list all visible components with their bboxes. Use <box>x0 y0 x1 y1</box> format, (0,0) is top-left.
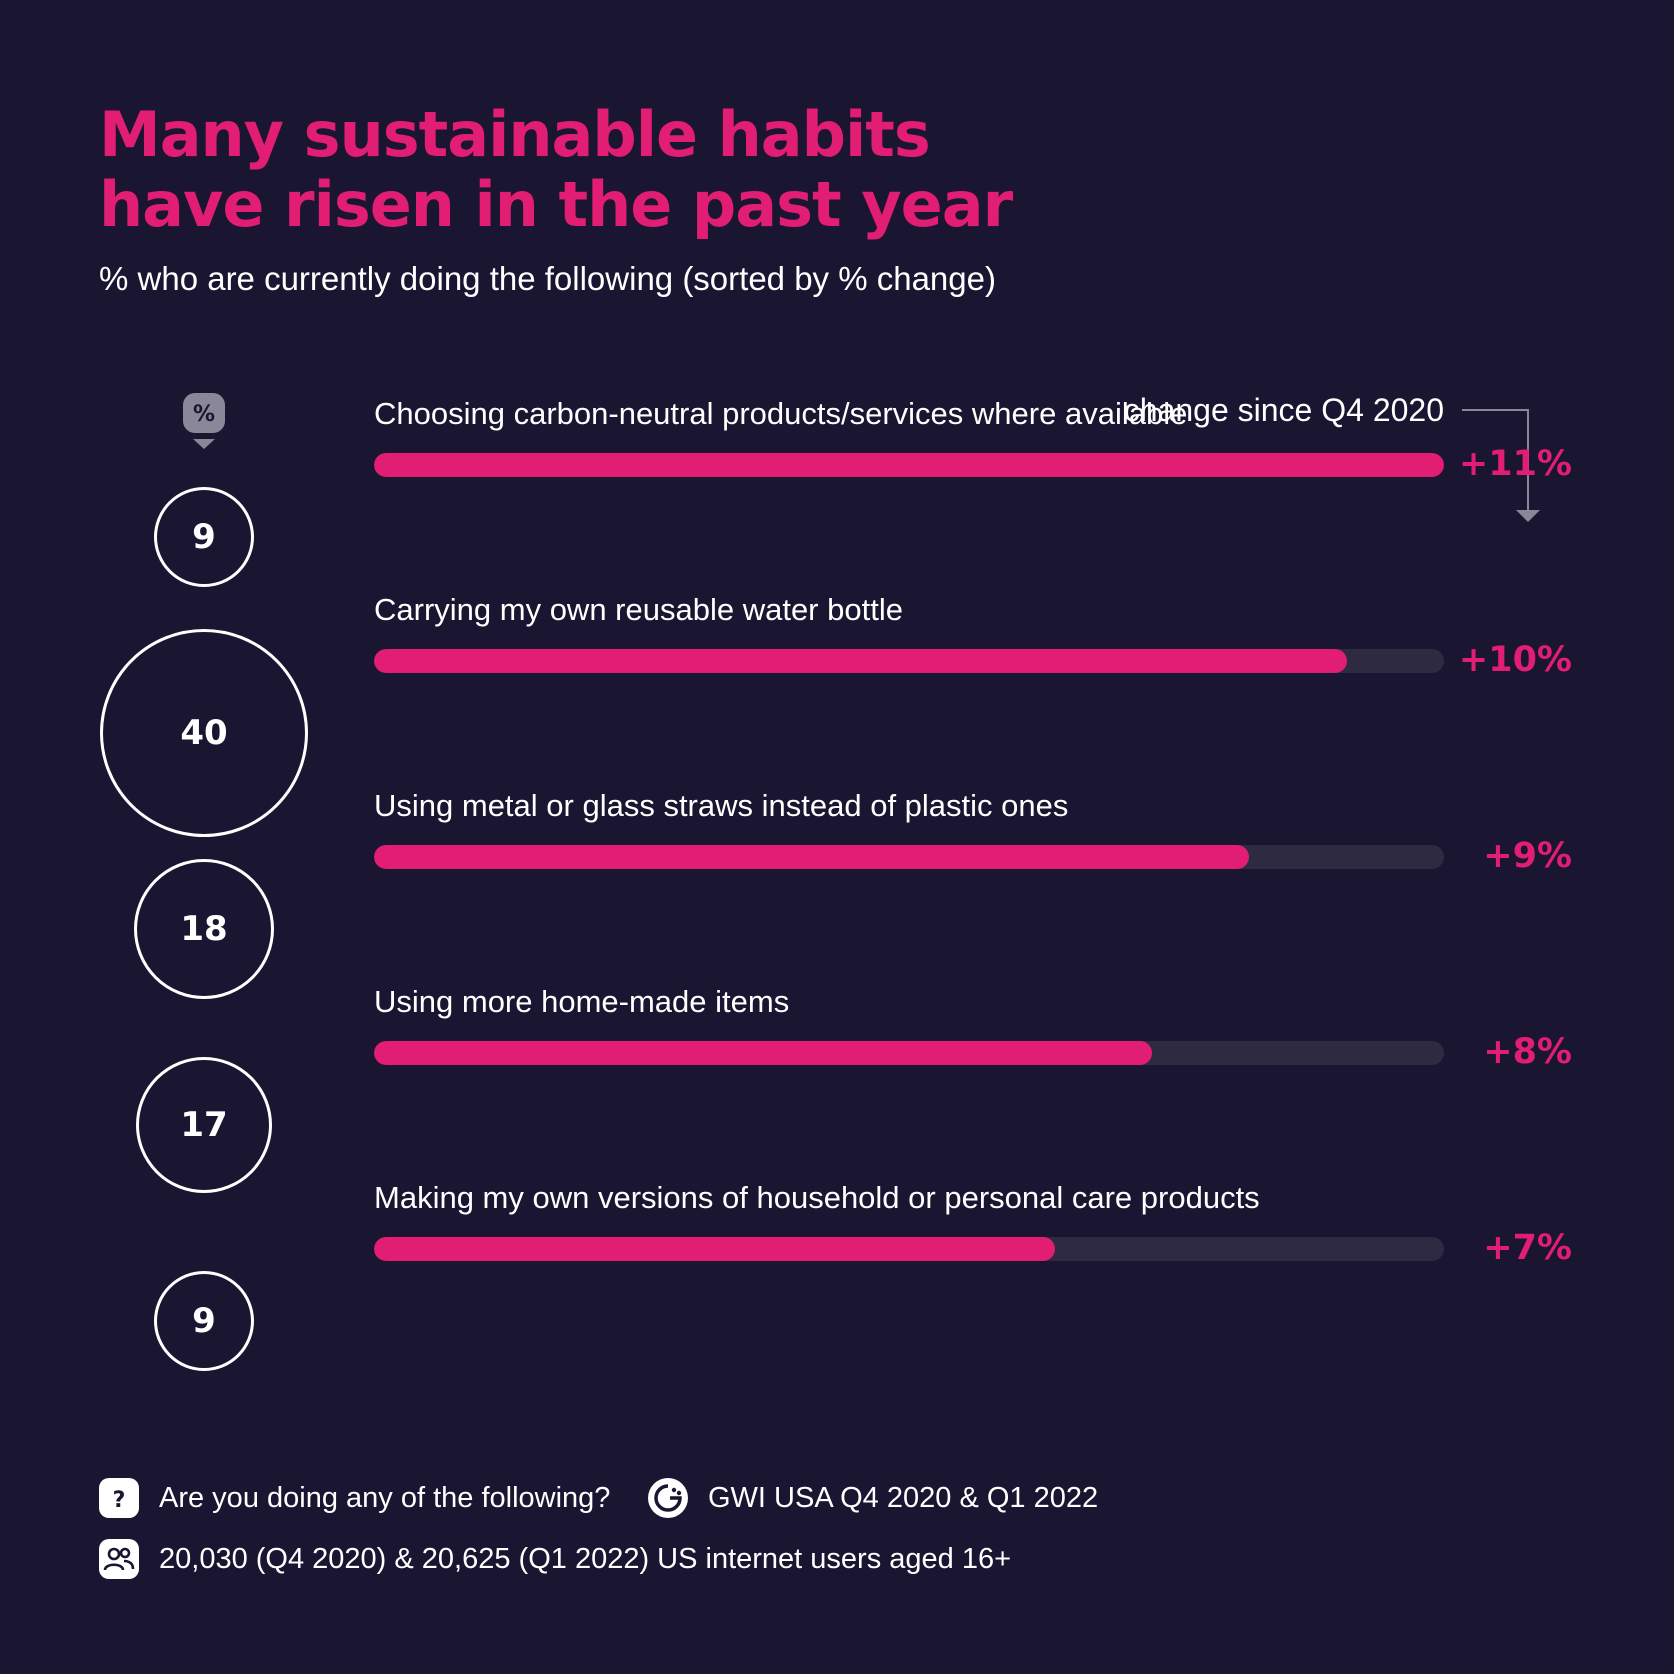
change-bar <box>374 1041 1153 1065</box>
change-connector-arrow-icon <box>1462 409 1540 522</box>
footer-base: 20,030 (Q4 2020) & 20,625 (Q1 2022) US i… <box>99 1539 1011 1579</box>
change-bar <box>374 845 1250 869</box>
bar-track <box>374 845 1444 869</box>
value-bubble: 9 <box>154 487 254 587</box>
change-value-label: +8% <box>1483 1032 1572 1072</box>
footer-base-text: 20,030 (Q4 2020) & 20,625 (Q1 2022) US i… <box>159 1542 1012 1575</box>
footer-source-text: GWI USA Q4 2020 & Q1 2022 <box>708 1481 1099 1514</box>
percent-marker-icon: % <box>183 393 225 449</box>
category-label: Choosing carbon-neutral products/service… <box>374 396 1188 431</box>
change-bar <box>374 649 1347 673</box>
title-line-2: have risen in the past year <box>99 168 1013 241</box>
chart-title: Many sustainable habits have risen in th… <box>99 98 1013 241</box>
table-row: 40 Carrying my own reusable water bottle +… <box>0 592 1674 837</box>
chart-subtitle: % who are currently doing the following … <box>99 260 996 297</box>
change-value-label: +10% <box>1458 640 1572 680</box>
value-bubble: 17 <box>136 1057 272 1193</box>
svg-text:?: ? <box>113 1488 126 1513</box>
footer-question-text: Are you doing any of the following? <box>159 1481 611 1514</box>
people-icon <box>99 1539 139 1579</box>
category-label: Carrying my own reusable water bottle <box>374 592 903 627</box>
bar-track <box>374 649 1444 673</box>
gwi-logo-icon <box>648 1478 688 1518</box>
footer-source: GWI USA Q4 2020 & Q1 2022 <box>648 1478 1098 1518</box>
category-label: Using more home-made items <box>374 984 790 1019</box>
change-value-label: +11% <box>1458 444 1572 484</box>
value-bubble: 9 <box>154 1271 254 1371</box>
category-label: Making my own versions of household or p… <box>374 1180 1260 1215</box>
change-header: change since Q4 2020 <box>1123 392 1444 428</box>
value-bubble: 40 <box>100 629 308 837</box>
table-row: 18 Using metal or glass straws instead of… <box>0 788 1674 999</box>
value-bubble: 18 <box>134 859 274 999</box>
change-bar <box>374 1237 1055 1261</box>
change-value-label: +7% <box>1483 1228 1572 1268</box>
title-line-1: Many sustainable habits <box>99 98 931 171</box>
percent-marker-label: % <box>193 402 215 427</box>
question-icon: ? <box>99 1478 139 1518</box>
table-row: 9 Choosing carbon-neutral products/servic… <box>0 396 1674 587</box>
bar-track <box>374 1041 1444 1065</box>
bar-track <box>374 1237 1444 1261</box>
footer-question: ? Are you doing any of the following? <box>99 1478 610 1518</box>
change-bar <box>374 453 1444 477</box>
bar-track <box>374 453 1444 477</box>
table-row: 9 Making my own versions of household or … <box>0 1180 1674 1371</box>
category-label: Using metal or glass straws instead of p… <box>374 788 1069 823</box>
change-value-label: +9% <box>1483 836 1572 876</box>
table-row: 17 Using more home-made items +8% <box>0 984 1674 1193</box>
